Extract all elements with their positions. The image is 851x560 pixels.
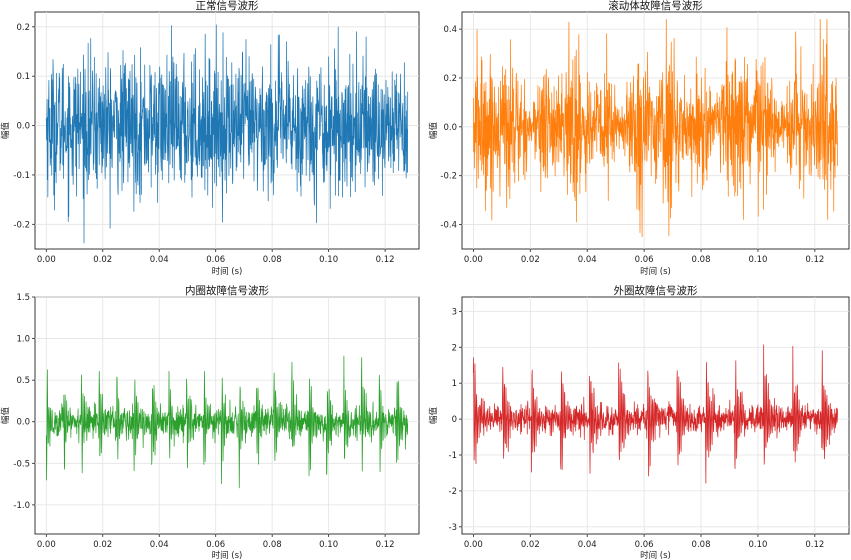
- y-tick-label: 0: [452, 415, 457, 425]
- y-tick-label: 0.0: [16, 122, 30, 132]
- y-tick-label: 3: [452, 307, 457, 317]
- x-tick-label: 0.02: [521, 540, 540, 550]
- x-tick-label: 0.06: [206, 540, 225, 550]
- y-tick-label: -0.4: [440, 221, 457, 231]
- x-tick-label: 0.06: [635, 540, 654, 550]
- y-tick-label: 0.0: [443, 123, 457, 133]
- y-tick-label: -1: [449, 451, 457, 461]
- y-tick-label: 1.0: [16, 335, 30, 345]
- plot-area: [461, 296, 850, 535]
- series-normal-signal: [45, 24, 409, 244]
- x-tick-label: 0.12: [376, 255, 395, 265]
- signal-line: [45, 24, 409, 244]
- axis-ticks: 0.00 0.02 0.04 0.06 0.08 0.10 0.12 -0.2 -0.1 0.0 0…: [13, 23, 394, 265]
- y-tick-label: 0.0: [16, 418, 30, 428]
- x-tick-label: 0.12: [805, 255, 824, 265]
- y-tick-label: 0.5: [16, 376, 30, 386]
- x-tick-label: 0.00: [37, 255, 56, 265]
- x-tick-label: 0.02: [521, 255, 540, 265]
- x-axis-label: 时间 (s): [212, 550, 243, 560]
- chart-panel-inner-race-fault: 内圈故障信号波形 时间 (s) 幅值 0.00 0.02 0.04 0.06 0.08 0…: [0, 284, 420, 560]
- y-tick-label: -2: [449, 487, 457, 497]
- y-tick-label: -0.2: [13, 220, 30, 230]
- x-tick-label: 0.10: [319, 255, 338, 265]
- x-tick-label: 0.02: [93, 255, 112, 265]
- chart-title: 内圈故障信号波形: [185, 284, 269, 297]
- y-tick-label: 1.5: [16, 293, 30, 303]
- chart-title: 滚动体故障信号波形: [608, 0, 703, 12]
- y-tick-label: -0.1: [13, 171, 30, 181]
- x-tick-label: 0.00: [464, 540, 483, 550]
- series-outer-race-signal: [473, 344, 838, 484]
- x-tick-label: 0.02: [93, 540, 112, 550]
- y-tick-label: 0.1: [16, 72, 30, 82]
- x-tick-label: 0.04: [578, 540, 597, 550]
- axis-ticks: 0.00 0.02 0.04 0.06 0.08 0.10 0.12 -3 -2 -1 0 1 2 3: [449, 307, 825, 550]
- plot-area: [461, 11, 850, 250]
- y-tick-label: 0.2: [443, 74, 457, 84]
- chart-panel-rolling-element-fault: 滚动体故障信号波形 时间 (s) 幅值 0.00 0.02 0.04 0.06 0.08…: [428, 0, 850, 277]
- series-rolling-element-signal: [473, 18, 838, 238]
- x-tick-label: 0.10: [319, 540, 338, 550]
- y-axis-label: 幅值: [0, 122, 11, 140]
- signal-line: [473, 18, 838, 238]
- y-tick-label: -0.2: [440, 172, 457, 182]
- y-tick-label: -3: [449, 523, 457, 533]
- x-tick-label: 0.12: [376, 540, 395, 550]
- x-tick-label: 0.08: [263, 255, 282, 265]
- chart-panel-normal: 正常信号波形 时间 (s) 幅值 0.00 0.02 0.04 0.06 0.08 0.1…: [0, 0, 420, 277]
- x-tick-label: 0.06: [635, 255, 654, 265]
- y-axis-label: 幅值: [428, 122, 439, 140]
- x-tick-label: 0.08: [692, 255, 711, 265]
- x-tick-label: 0.12: [805, 540, 824, 550]
- plot-area: [34, 11, 420, 250]
- x-tick-label: 0.04: [150, 255, 169, 265]
- y-axis-label: 幅值: [428, 407, 439, 425]
- y-tick-label: 0.2: [16, 23, 30, 33]
- chart-panel-outer-race-fault: 外圈故障信号波形 时间 (s) 幅值 0.00 0.02 0.04 0.06 0.08 0…: [428, 284, 850, 560]
- x-tick-label: 0.10: [748, 255, 767, 265]
- x-tick-label: 0.04: [578, 255, 597, 265]
- x-tick-label: 0.10: [748, 540, 767, 550]
- y-tick-label: -1.0: [13, 501, 30, 511]
- axis-ticks: 0.00 0.02 0.04 0.06 0.08 0.10 0.12 -0.4 -0.2 0.0 0…: [440, 25, 824, 265]
- x-axis-label: 时间 (s): [212, 266, 243, 277]
- y-tick-label: 0.4: [443, 25, 457, 35]
- chart-title: 外圈故障信号波形: [614, 284, 698, 297]
- x-tick-label: 0.08: [692, 540, 711, 550]
- chart-title: 正常信号波形: [196, 0, 259, 12]
- x-axis-label: 时间 (s): [640, 266, 671, 277]
- x-tick-label: 0.00: [464, 255, 483, 265]
- y-tick-label: 1: [452, 379, 457, 389]
- axis-ticks: 0.00 0.02 0.04 0.06 0.08 0.10 0.12 -1.0 -0.5 0.0 0…: [13, 293, 394, 550]
- x-axis-label: 时间 (s): [640, 550, 671, 560]
- signal-line: [473, 344, 838, 484]
- signal-line: [45, 355, 409, 489]
- x-tick-label: 0.08: [263, 540, 282, 550]
- series-inner-race-signal: [45, 355, 409, 489]
- x-tick-label: 0.04: [150, 540, 169, 550]
- y-tick-label: 2: [452, 343, 457, 353]
- y-axis-label: 幅值: [0, 407, 11, 425]
- x-tick-label: 0.00: [37, 540, 56, 550]
- y-tick-label: -0.5: [13, 459, 30, 469]
- x-tick-label: 0.06: [206, 255, 225, 265]
